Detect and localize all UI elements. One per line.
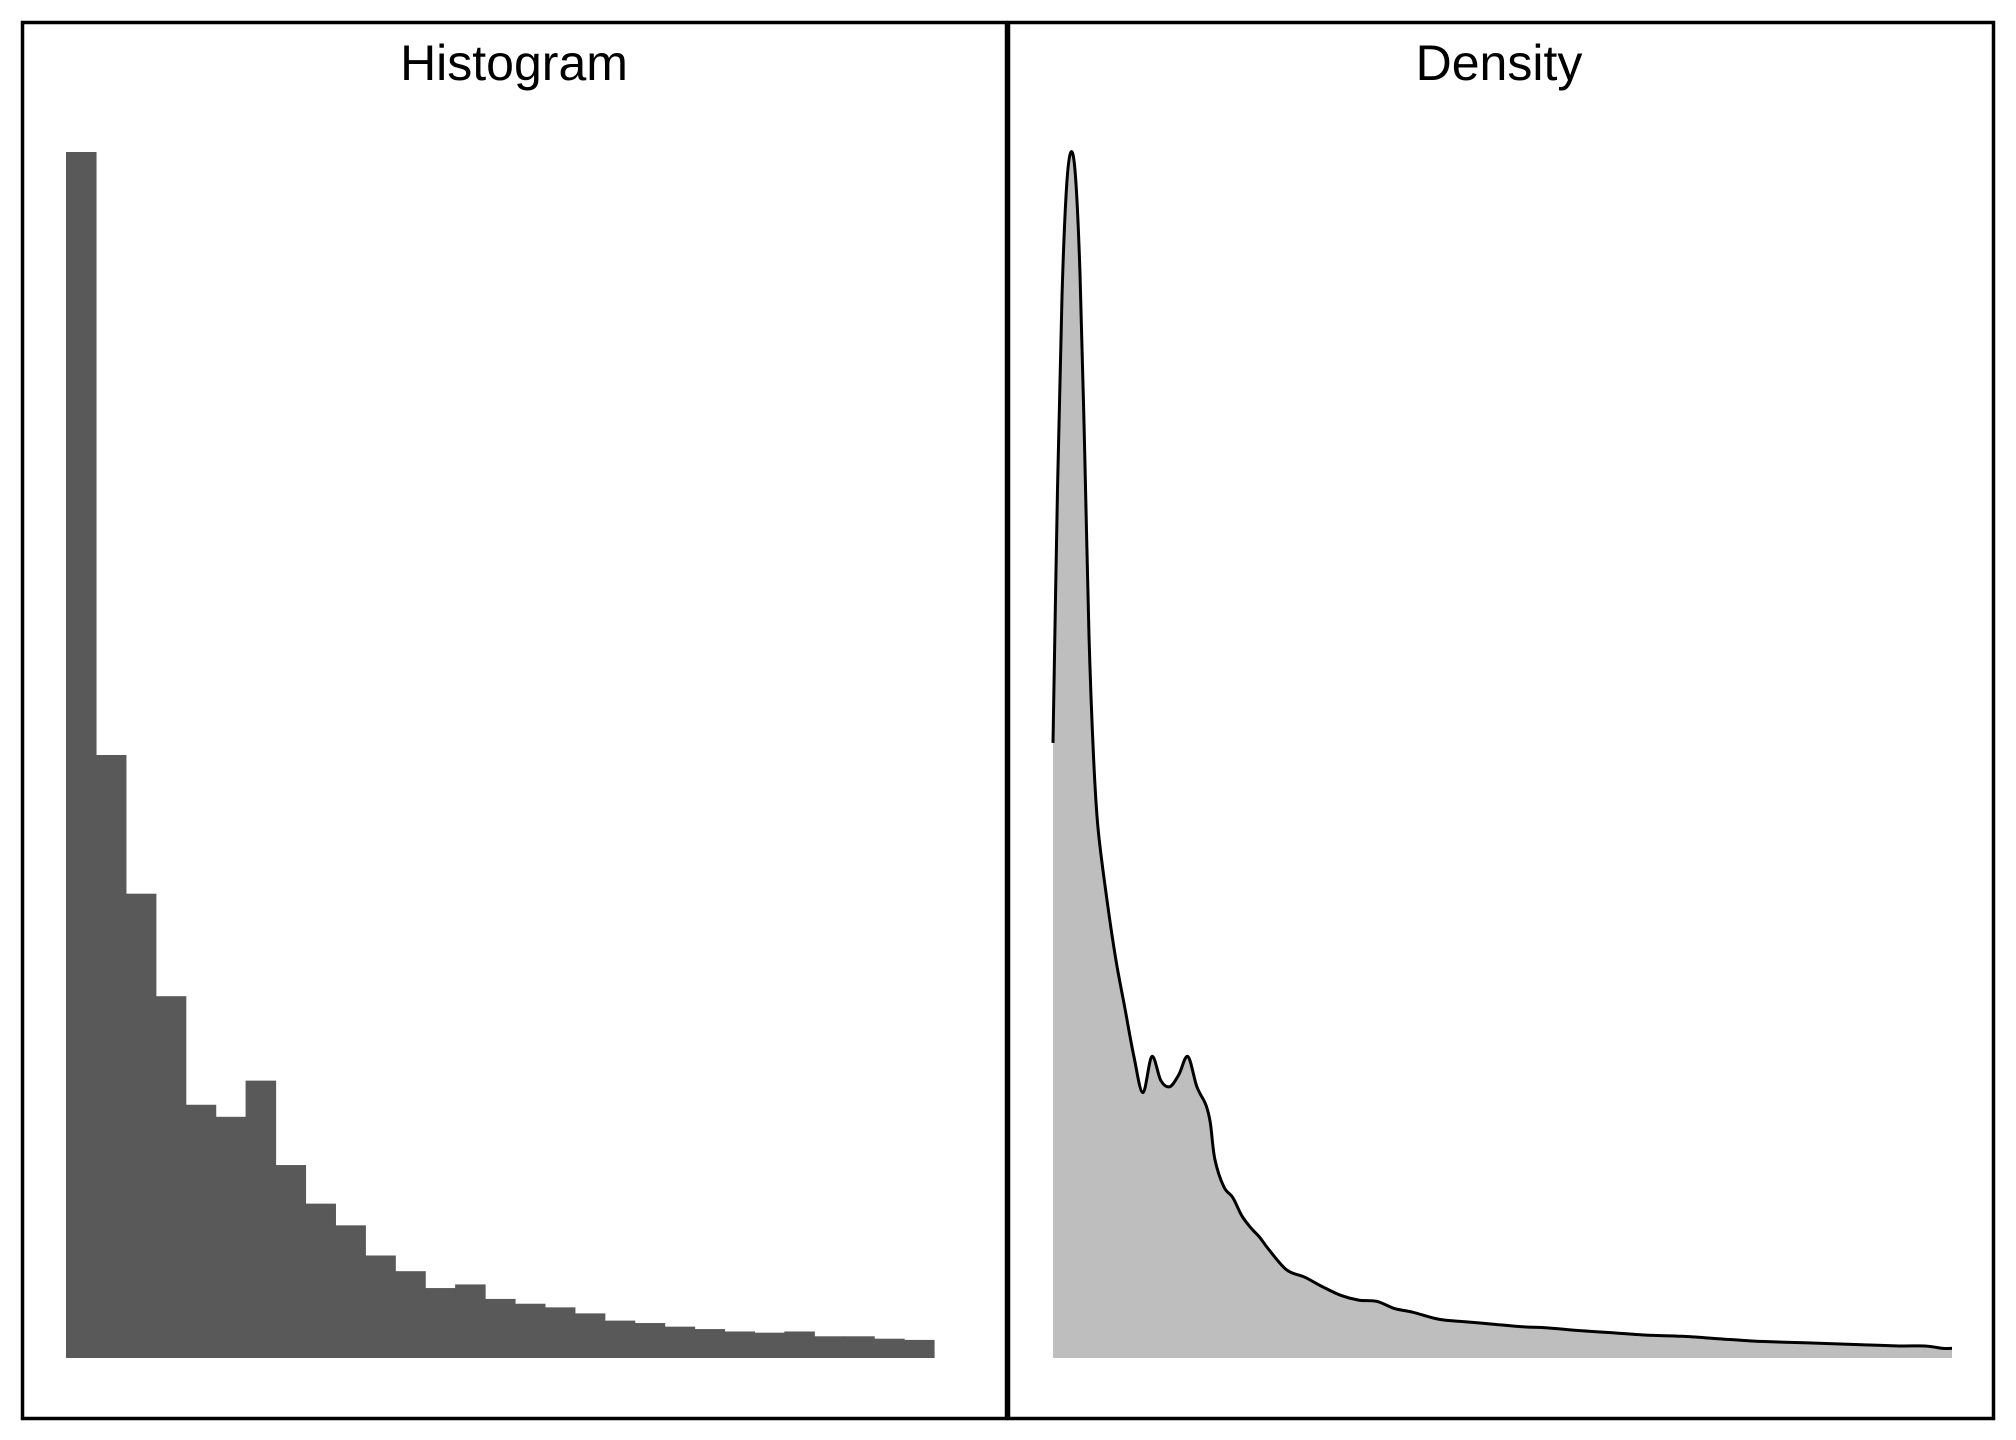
histogram-bar [245, 1080, 277, 1358]
histogram-bar [335, 1225, 366, 1358]
histogram-bars [66, 152, 935, 1358]
histogram-bar [305, 1203, 336, 1358]
histogram-bar [66, 152, 97, 1358]
histogram-bar [485, 1298, 516, 1358]
density-panel: Density [1006, 20, 1996, 1421]
histogram-bar [604, 1320, 636, 1358]
histogram-bar [365, 1255, 396, 1358]
histogram-bar [874, 1338, 905, 1358]
histogram-panel-frame [20, 20, 1009, 1421]
histogram-title: Histogram [400, 35, 628, 91]
histogram-bar [634, 1323, 666, 1358]
histogram-bar [784, 1331, 815, 1358]
histogram-bar [425, 1288, 456, 1358]
histogram-bar [574, 1313, 606, 1358]
density-line [1051, 150, 1953, 1351]
histogram-bar [395, 1271, 426, 1358]
histogram-bar [155, 996, 187, 1358]
density-title: Density [1416, 35, 1583, 91]
histogram-bar [125, 893, 157, 1358]
histogram-bar [185, 1104, 217, 1358]
histogram-bar [664, 1326, 696, 1358]
density-panel-frame [1006, 20, 1996, 1421]
histogram-bar [544, 1307, 576, 1358]
histogram-bar [215, 1116, 247, 1358]
density-area [1053, 151, 1952, 1358]
histogram-bar [754, 1332, 785, 1358]
histogram-panel: Histogram [20, 20, 1009, 1421]
histogram-bar [455, 1284, 486, 1358]
histogram-bar [904, 1339, 935, 1358]
histogram-bar [95, 755, 127, 1358]
histogram-bar [514, 1303, 546, 1358]
histogram-bar [844, 1336, 875, 1358]
histogram-bar [814, 1336, 845, 1358]
histogram-bar [275, 1165, 307, 1358]
histogram-bar [694, 1329, 726, 1358]
histogram-bar [724, 1331, 756, 1358]
